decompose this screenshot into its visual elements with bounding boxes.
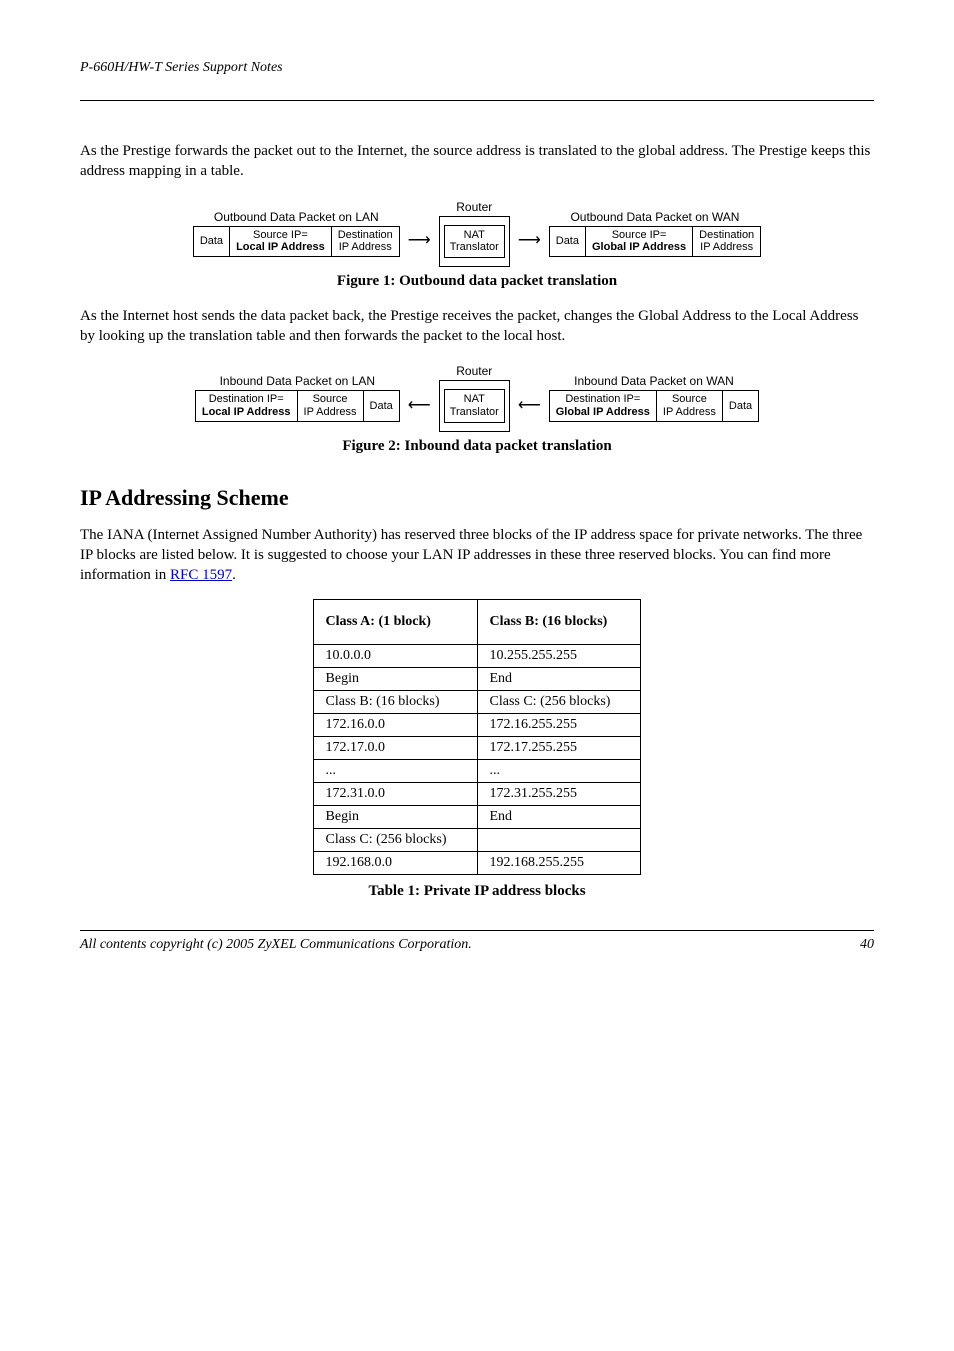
arrow-left-icon: ⟵ — [406, 395, 433, 415]
fig1-lan-packet: Outbound Data Packet on LAN Data Source … — [193, 210, 400, 257]
table-cell — [477, 829, 641, 852]
table-cell: 10.255.255.255 — [477, 645, 641, 668]
fig2-lan-src: Source IP Address — [298, 391, 364, 420]
fig2-lan-data: Data — [364, 391, 399, 420]
fig2-nat-box: NAT Translator — [444, 389, 505, 422]
table-row: ...... — [313, 760, 641, 783]
fig2-wan-title: Inbound Data Packet on WAN — [574, 374, 734, 388]
table-cell: 172.17.0.0 — [313, 737, 477, 760]
table-cell: 172.16.255.255 — [477, 714, 641, 737]
fig1-lan-title: Outbound Data Packet on LAN — [214, 210, 379, 224]
table-cell: 172.16.0.0 — [313, 714, 477, 737]
table-cell: Begin — [313, 806, 477, 829]
table-header-row: Class A: (1 block) Class B: (16 blocks) — [313, 600, 641, 645]
figure-1-caption: Figure 1: Outbound data packet translati… — [80, 273, 874, 290]
table-row: 172.17.0.0172.17.255.255 — [313, 737, 641, 760]
fig1-wan-data: Data — [550, 227, 586, 256]
ip-address-table: Class A: (1 block) Class B: (16 blocks) … — [313, 599, 642, 875]
fig1-wan-src: Source IP= Global IP Address — [586, 227, 693, 256]
table-row: Class C: (256 blocks) — [313, 829, 641, 852]
table-cell: Begin — [313, 668, 477, 691]
fig1-wan-title: Outbound Data Packet on WAN — [570, 210, 739, 224]
fig2-lan-dst: Destination IP= Local IP Address — [196, 391, 298, 420]
fig1-router-title: Router — [456, 200, 492, 214]
table-cell: Class C: (256 blocks) — [477, 691, 641, 714]
figure-2-diagram: Inbound Data Packet on LAN Destination I… — [195, 364, 759, 431]
fig1-wan-dst: Destination IP Address — [693, 227, 760, 256]
table-row: BeginEnd — [313, 668, 641, 691]
paragraph-3: The IANA (Internet Assigned Number Autho… — [80, 525, 874, 586]
table-cell: 172.31.0.0 — [313, 783, 477, 806]
fig2-wan-packet: Inbound Data Packet on WAN Destination I… — [549, 374, 759, 421]
fig1-nat-box: NAT Translator — [444, 225, 505, 258]
footer-left: All contents copyright (c) 2005 ZyXEL Co… — [80, 937, 472, 953]
figure-2: Inbound Data Packet on LAN Destination I… — [80, 364, 874, 454]
paragraph-2: As the Internet host sends the data pack… — [80, 306, 874, 347]
arrow-right-icon: ⟶ — [406, 230, 433, 250]
header-rule — [80, 100, 874, 101]
table-cell: 172.31.255.255 — [477, 783, 641, 806]
table-header-begin: Class A: (1 block) — [313, 600, 477, 645]
table-row: 192.168.0.0192.168.255.255 — [313, 852, 641, 875]
section-heading: IP Addressing Scheme — [80, 485, 874, 511]
table-cell: 10.0.0.0 — [313, 645, 477, 668]
table-row: 172.31.0.0172.31.255.255 — [313, 783, 641, 806]
table-row: 172.16.0.0172.16.255.255 — [313, 714, 641, 737]
table-row: BeginEnd — [313, 806, 641, 829]
page-footer: All contents copyright (c) 2005 ZyXEL Co… — [80, 937, 874, 953]
rfc-link[interactable]: RFC 1597 — [170, 567, 232, 583]
paragraph-3b: . — [232, 567, 236, 583]
figure-1-diagram: Outbound Data Packet on LAN Data Source … — [193, 200, 761, 267]
footer-right: 40 — [860, 937, 874, 953]
table-cell: 172.17.255.255 — [477, 737, 641, 760]
page-header: P-660H/HW-T Series Support Notes — [80, 60, 874, 76]
table-cell: Class C: (256 blocks) — [313, 829, 477, 852]
fig1-lan-dst: Destination IP Address — [332, 227, 399, 256]
fig2-wan-dst: Destination IP= Global IP Address — [550, 391, 657, 420]
figure-2-caption: Figure 2: Inbound data packet translatio… — [80, 438, 874, 455]
fig2-router-title: Router — [456, 364, 492, 378]
fig1-router: Router NAT Translator — [439, 200, 510, 267]
table-cell: End — [477, 806, 641, 829]
table-cell: ... — [477, 760, 641, 783]
table-cell: 192.168.0.0 — [313, 852, 477, 875]
fig2-wan-data: Data — [723, 391, 758, 420]
fig1-wan-packet: Outbound Data Packet on WAN Data Source … — [549, 210, 761, 257]
table-row: 10.0.0.010.255.255.255 — [313, 645, 641, 668]
table-cell: End — [477, 668, 641, 691]
header-left: P-660H/HW-T Series Support Notes — [80, 60, 283, 76]
footer-rule — [80, 930, 874, 937]
table-cell: Class B: (16 blocks) — [313, 691, 477, 714]
fig2-lan-title: Inbound Data Packet on LAN — [220, 374, 375, 388]
fig1-lan-src: Source IP= Local IP Address — [230, 227, 332, 256]
paragraph-1: As the Prestige forwards the packet out … — [80, 141, 874, 182]
table-cell: ... — [313, 760, 477, 783]
table-header-end: Class B: (16 blocks) — [477, 600, 641, 645]
table-caption: Table 1: Private IP address blocks — [80, 883, 874, 900]
fig2-wan-src: Source IP Address — [657, 391, 723, 420]
table-row: Class B: (16 blocks)Class C: (256 blocks… — [313, 691, 641, 714]
fig2-router: Router NAT Translator — [439, 364, 510, 431]
arrow-right-icon: ⟶ — [516, 230, 543, 250]
arrow-left-icon: ⟵ — [516, 395, 543, 415]
fig1-lan-data: Data — [194, 227, 230, 256]
figure-1: Outbound Data Packet on LAN Data Source … — [80, 200, 874, 290]
table-cell: 192.168.255.255 — [477, 852, 641, 875]
fig2-lan-packet: Inbound Data Packet on LAN Destination I… — [195, 374, 400, 421]
ip-table-wrap: Class A: (1 block) Class B: (16 blocks) … — [80, 599, 874, 875]
